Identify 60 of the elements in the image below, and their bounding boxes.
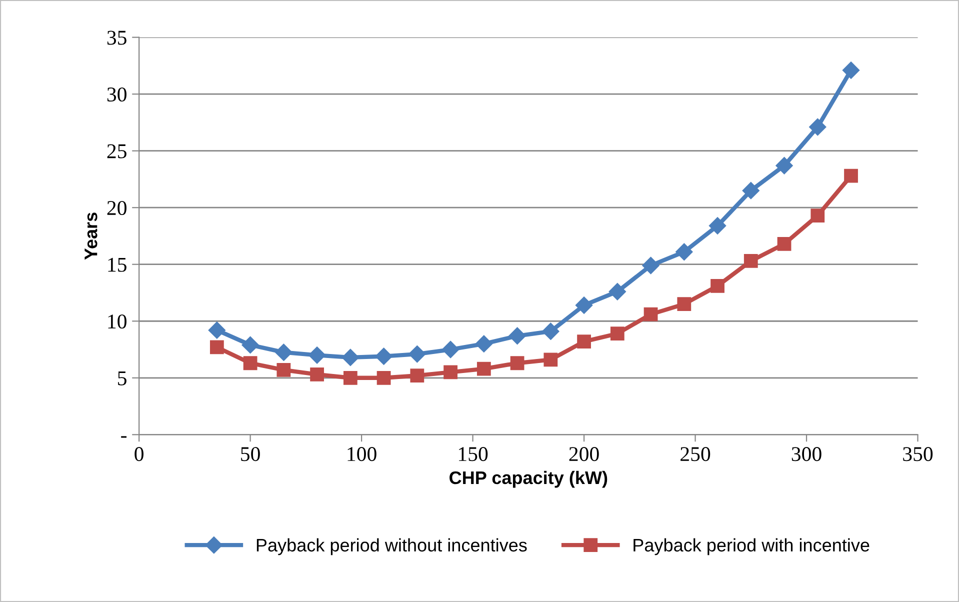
point xyxy=(744,254,758,268)
x-tick-label: 50 xyxy=(241,447,260,462)
point xyxy=(608,283,626,300)
point xyxy=(776,157,793,174)
point xyxy=(542,322,560,340)
y-tick-label: 30 xyxy=(107,87,126,102)
point xyxy=(310,368,324,382)
y-tick-label: 5 xyxy=(118,371,126,386)
legend-label: Payback period without incentives xyxy=(256,538,527,556)
y-axis-title: Years xyxy=(84,212,98,260)
point xyxy=(810,208,825,222)
point xyxy=(510,356,524,370)
point xyxy=(544,352,558,367)
point xyxy=(276,362,291,377)
x-tick-label: 0 xyxy=(134,447,144,462)
point xyxy=(610,326,624,341)
point xyxy=(842,62,860,79)
point xyxy=(710,278,724,293)
y-tick-label: 15 xyxy=(108,258,126,272)
point xyxy=(275,344,292,361)
x-tick-label: 200 xyxy=(569,447,599,462)
point xyxy=(476,362,491,376)
point xyxy=(410,368,424,383)
point xyxy=(708,217,726,234)
point xyxy=(243,356,258,370)
legend-label: Payback period with incentive xyxy=(634,538,870,556)
point xyxy=(442,340,460,358)
point xyxy=(444,365,458,380)
point xyxy=(475,335,492,352)
point xyxy=(642,256,660,274)
point xyxy=(342,348,359,366)
point xyxy=(644,307,658,322)
y-tick-label: 35 xyxy=(107,30,126,45)
point xyxy=(575,296,593,314)
x-tick-label: 300 xyxy=(792,447,822,462)
x-tick-label: 250 xyxy=(680,447,710,462)
y-tick-label: - xyxy=(121,436,126,438)
x-axis-title: CHP capacity (kW) xyxy=(450,470,608,488)
point xyxy=(242,336,259,354)
x-tick-label: 100 xyxy=(348,447,376,462)
point xyxy=(742,182,760,200)
point xyxy=(208,322,226,339)
y-tick-label: 20 xyxy=(107,200,126,216)
point xyxy=(677,297,692,312)
point xyxy=(210,340,224,354)
point xyxy=(375,348,392,365)
y-tick-label: 10 xyxy=(108,314,126,329)
point xyxy=(343,370,358,385)
point xyxy=(577,334,591,348)
point xyxy=(777,236,792,251)
point xyxy=(844,168,858,183)
point xyxy=(809,118,826,136)
point xyxy=(676,243,693,260)
point xyxy=(376,370,391,385)
x-tick-label: 350 xyxy=(903,447,933,462)
y-tick-label: 25 xyxy=(107,144,126,158)
point xyxy=(308,346,326,364)
point xyxy=(508,327,526,344)
x-tick-label: 150 xyxy=(458,447,488,462)
point xyxy=(408,345,426,363)
